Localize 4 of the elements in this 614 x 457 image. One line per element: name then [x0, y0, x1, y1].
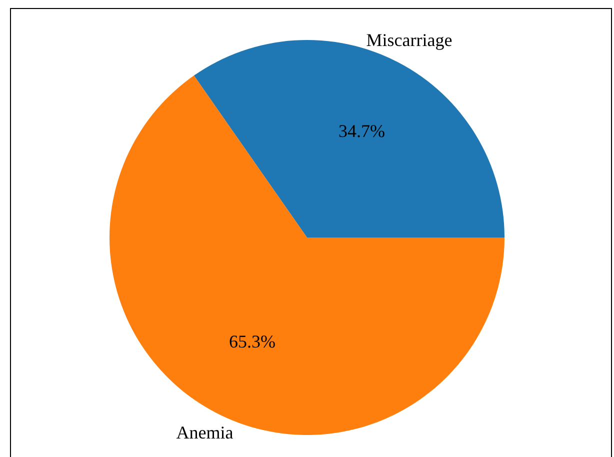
slice-label: Miscarriage — [366, 30, 452, 50]
data-label: 65.3% — [228, 331, 276, 352]
slice-label: Anemia — [176, 422, 234, 442]
data-label: 34.7% — [338, 121, 386, 142]
